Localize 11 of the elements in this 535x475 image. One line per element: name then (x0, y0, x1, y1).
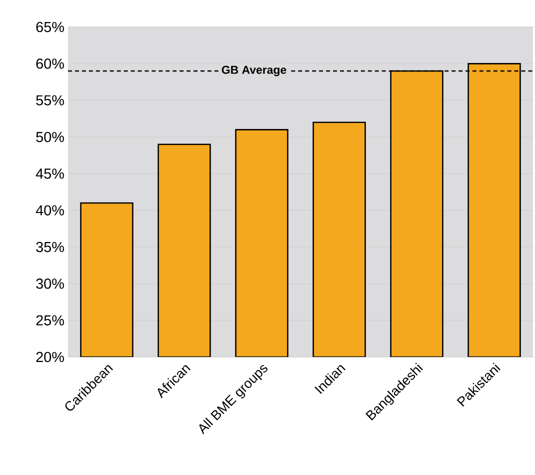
y-tick-label: 55% (36, 95, 64, 106)
y-tick-label: 60% (36, 58, 64, 69)
y-tick-label: 25% (36, 315, 64, 326)
y-tick-label: 65% (36, 22, 64, 32)
ref-line-label: GB Average (222, 66, 286, 76)
y-tick-label: 45% (36, 168, 64, 179)
y-tick-label: 35% (36, 242, 64, 252)
y-tick-label: 30% (36, 278, 64, 289)
y-tick-label: 40% (36, 205, 64, 216)
y-tick-label: 20% (36, 352, 64, 362)
y-tick-label: 50% (36, 132, 64, 142)
